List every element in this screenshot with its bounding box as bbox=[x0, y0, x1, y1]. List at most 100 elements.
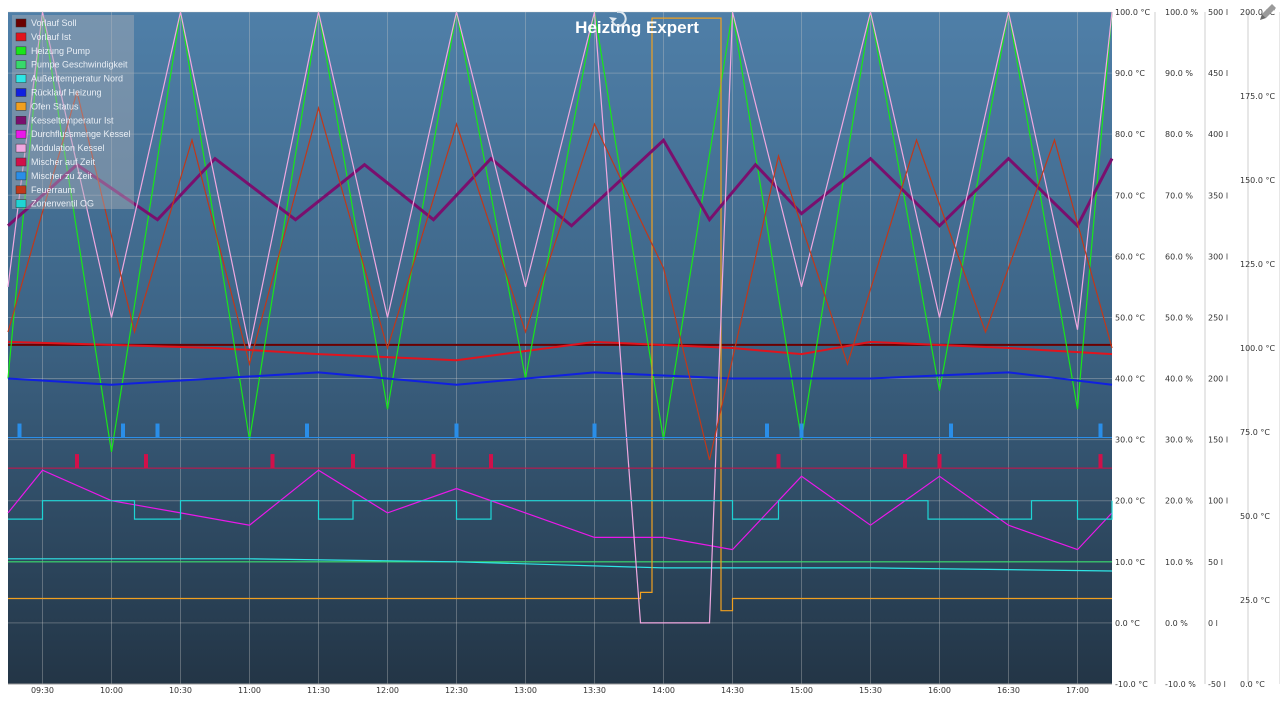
legend-item[interactable]: Vorlauf Ist bbox=[15, 32, 72, 42]
temp2-tick-label: 200.0 °C bbox=[1240, 8, 1275, 17]
legend-item[interactable]: Feuerraum bbox=[15, 185, 75, 195]
temp-tick-label: 80.0 °C bbox=[1115, 130, 1145, 139]
series-1 bbox=[7, 340, 1113, 362]
legend-item[interactable]: Mischer auf Zeit bbox=[15, 157, 96, 167]
x-tick-label: 17:00 bbox=[1066, 686, 1089, 695]
series-mark bbox=[592, 423, 597, 438]
legend[interactable]: Vorlauf Soll Vorlauf Ist Heizung Pump Pumpe… bbox=[12, 15, 134, 209]
legend-item[interactable]: Kesseltemperatur Ist bbox=[15, 115, 114, 125]
series-line bbox=[7, 469, 1113, 551]
series-mark bbox=[903, 454, 907, 469]
percent-tick-label: 10.0 % bbox=[1165, 558, 1193, 567]
legend-item[interactable]: Rücklauf Heizung bbox=[15, 88, 102, 98]
series-mark bbox=[765, 423, 769, 438]
x-tick-label: 16:30 bbox=[997, 686, 1020, 695]
legend-label: Vorlauf Ist bbox=[31, 32, 72, 42]
x-tick-label: 13:00 bbox=[514, 686, 537, 695]
legend-item[interactable]: Ofen Status bbox=[15, 101, 79, 111]
legend-swatch bbox=[15, 129, 27, 139]
legend-label: Mischer auf Zeit bbox=[31, 157, 96, 167]
temp2-tick-label: 125.0 °C bbox=[1240, 260, 1275, 269]
series-mark bbox=[144, 454, 148, 469]
series-13 bbox=[8, 500, 1113, 520]
series-line bbox=[7, 371, 1113, 386]
series-mark bbox=[121, 423, 125, 438]
plot-area bbox=[8, 12, 1112, 684]
series-4 bbox=[8, 558, 1113, 572]
percent-tick-label: 80.0 % bbox=[1165, 130, 1193, 139]
legend-swatch bbox=[15, 32, 27, 42]
temp-tick-label: 40.0 °C bbox=[1115, 375, 1145, 384]
legend-swatch bbox=[15, 185, 27, 195]
legend-swatch bbox=[15, 102, 27, 111]
legend-box bbox=[12, 15, 134, 209]
temp2-tick-label: 100.0 °C bbox=[1240, 344, 1275, 353]
temp2-tick-label: 0.0 °C bbox=[1240, 680, 1265, 689]
x-tick-label: 13:30 bbox=[583, 686, 606, 695]
liters-tick-label: 100 l bbox=[1208, 497, 1228, 506]
legend-item[interactable]: Vorlauf Soll bbox=[15, 18, 77, 28]
legend-item[interactable]: Mischer zu Zeit bbox=[15, 171, 93, 181]
legend-swatch bbox=[15, 116, 27, 125]
legend-item[interactable]: Heizung Pump bbox=[15, 46, 90, 56]
series-line bbox=[8, 558, 1113, 572]
series-mark bbox=[305, 423, 309, 438]
series-mark bbox=[17, 423, 22, 438]
temp2-tick-label: 150.0 °C bbox=[1240, 176, 1275, 185]
liters-tick-label: 450 l bbox=[1208, 69, 1228, 78]
legend-label: Durchflussmenge Kessel bbox=[31, 129, 131, 139]
series-8 bbox=[7, 469, 1113, 551]
x-tick-label: 10:30 bbox=[169, 686, 192, 695]
percent-tick-label: 90.0 % bbox=[1165, 69, 1193, 78]
percent-tick-label: 20.0 % bbox=[1165, 497, 1193, 506]
series-mark bbox=[799, 423, 804, 438]
liters-tick-label: -50 l bbox=[1208, 680, 1226, 689]
legend-item[interactable]: Zonenventil OG bbox=[15, 199, 94, 209]
temp-tick-label: 50.0 °C bbox=[1115, 313, 1145, 322]
temp2-tick-label: 175.0 °C bbox=[1240, 92, 1275, 101]
legend-swatch bbox=[15, 74, 27, 83]
x-tick-label: 12:30 bbox=[445, 686, 468, 695]
legend-swatch bbox=[15, 199, 27, 208]
percent-tick-label: -10.0 % bbox=[1165, 680, 1196, 689]
series-mark bbox=[75, 454, 79, 469]
legend-label: Rücklauf Heizung bbox=[31, 88, 102, 98]
x-tick-label: 09:30 bbox=[31, 686, 54, 695]
x-tick-label: 15:00 bbox=[790, 686, 813, 695]
legend-label: Ofen Status bbox=[31, 101, 79, 111]
temp-tick-label: -10.0 °C bbox=[1115, 680, 1148, 689]
legend-swatch bbox=[15, 157, 27, 167]
liters-tick-label: 400 l bbox=[1208, 130, 1228, 139]
legend-label: Kesseltemperatur Ist bbox=[31, 115, 114, 125]
legend-item[interactable]: Modulation Kessel bbox=[15, 143, 105, 153]
pencil-icon[interactable] bbox=[1260, 4, 1276, 20]
series-mark bbox=[155, 423, 160, 438]
temp2-tick-label: 75.0 °C bbox=[1240, 428, 1270, 437]
refresh-icon[interactable] bbox=[609, 10, 627, 27]
legend-swatch bbox=[15, 60, 27, 69]
temp-tick-label: 60.0 °C bbox=[1115, 252, 1145, 261]
series-layer bbox=[7, 11, 1114, 624]
percent-tick-label: 60.0 % bbox=[1165, 252, 1193, 261]
series-mark bbox=[270, 454, 275, 469]
x-axis: 09:30 10:00 10:30 11:00 11:30 12:00 12:30 13:00… bbox=[8, 683, 1112, 695]
series-line bbox=[7, 340, 1113, 362]
x-tick-label: 11:30 bbox=[307, 686, 330, 695]
liters-tick-label: 250 l bbox=[1208, 313, 1228, 322]
legend-item[interactable]: Außentemperatur Nord bbox=[15, 74, 123, 84]
series-mark bbox=[1098, 454, 1103, 469]
series-mark bbox=[949, 423, 953, 438]
legend-label: Vorlauf Soll bbox=[31, 18, 77, 28]
chart-title: Heizung Expert bbox=[575, 18, 699, 37]
series-9 bbox=[7, 11, 1113, 624]
legend-swatch bbox=[15, 143, 27, 153]
legend-swatch bbox=[15, 46, 27, 56]
temp-tick-label: 0.0 °C bbox=[1115, 619, 1140, 628]
legend-item[interactable]: Pumpe Geschwindigkeit bbox=[15, 60, 128, 70]
series-10 bbox=[8, 454, 1112, 469]
series-line bbox=[7, 137, 1114, 229]
x-tick-label: 14:30 bbox=[721, 686, 744, 695]
legend-item[interactable]: Durchflussmenge Kessel bbox=[15, 129, 131, 139]
series-line bbox=[7, 11, 1113, 624]
liters-tick-label: 350 l bbox=[1208, 191, 1228, 200]
